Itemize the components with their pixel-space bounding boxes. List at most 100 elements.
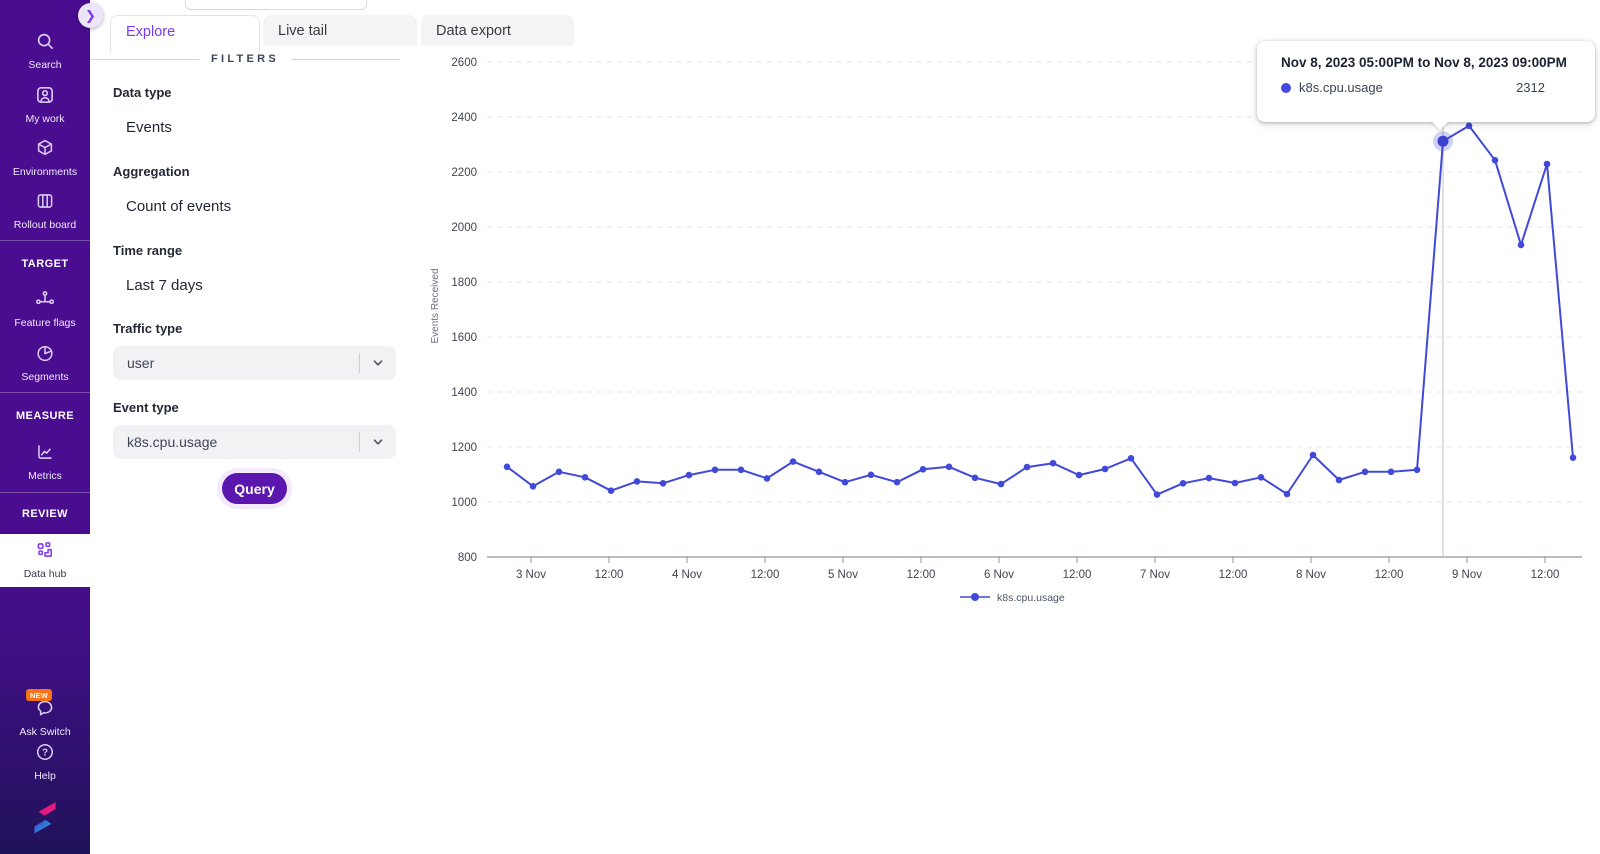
chevron-right-icon: ❯ (85, 8, 96, 23)
data-point[interactable] (1569, 454, 1577, 462)
sidebar-divider (0, 392, 90, 393)
data-point[interactable] (529, 483, 537, 490)
hovered-data-point[interactable] (1437, 135, 1449, 147)
data-point[interactable] (1153, 491, 1161, 498)
tab-explore[interactable]: Explore (110, 15, 260, 53)
data-point[interactable] (1127, 455, 1135, 462)
series-dot-icon (1281, 82, 1291, 93)
data-point[interactable] (1491, 156, 1499, 164)
segments-icon (34, 342, 56, 364)
data-point[interactable] (1465, 122, 1473, 130)
sidebar-item-rollout-board[interactable]: Rollout board (0, 190, 90, 233)
legend-label: k8s.cpu.usage (997, 592, 1065, 604)
sidebar-item-metrics[interactable]: Metrics (0, 441, 90, 484)
sidebar-item-segments[interactable]: Segments (0, 342, 90, 385)
divider-line (90, 58, 199, 60)
data-point[interactable] (919, 466, 927, 473)
data-point[interactable] (763, 475, 771, 482)
data-point[interactable] (1309, 451, 1317, 459)
data-point[interactable] (633, 478, 641, 485)
data-point[interactable] (1413, 466, 1421, 474)
data-point[interactable] (1101, 465, 1109, 473)
tab-data-export[interactable]: Data export (421, 15, 574, 46)
traffic-type-select[interactable]: user (113, 346, 396, 380)
data-point[interactable] (1231, 479, 1239, 487)
sidebar-section-review: REVIEW (21, 508, 69, 520)
sidebar-item-label: Metrics (28, 470, 62, 482)
series-line (506, 124, 1574, 496)
tab-live-tail[interactable]: Live tail (263, 15, 417, 46)
data-point[interactable] (867, 471, 875, 479)
data-point[interactable] (789, 458, 797, 465)
data-type-value: Events (126, 119, 172, 136)
data-point[interactable] (997, 480, 1005, 488)
sidebar-item-ask-switch[interactable]: NEW Ask Switch (0, 689, 90, 740)
ask-switch-chat-icon (34, 697, 56, 719)
query-button[interactable]: Query (222, 473, 287, 504)
x-tick-label: 12:00 (1219, 569, 1248, 581)
legend-dot-icon (971, 593, 979, 601)
data-point[interactable] (945, 463, 953, 471)
data-point[interactable] (1361, 468, 1369, 476)
chevron-down-icon (360, 356, 396, 370)
x-tick-label: 12:00 (1375, 569, 1404, 581)
sidebar-item-feature-flags[interactable]: Feature flags (0, 288, 90, 331)
sidebar-divider (0, 492, 90, 493)
data-point[interactable] (555, 468, 563, 476)
sidebar-item-label: Feature flags (14, 317, 76, 329)
data-point[interactable] (1517, 241, 1525, 249)
data-point[interactable] (1387, 468, 1395, 476)
data-point[interactable] (841, 478, 849, 486)
data-point[interactable] (711, 466, 719, 474)
data-point[interactable] (1023, 463, 1031, 471)
data-point[interactable] (1075, 471, 1083, 479)
x-tick-label: 12:00 (751, 569, 780, 581)
data-point[interactable] (815, 468, 823, 476)
tab-label: Explore (126, 24, 176, 40)
y-tick-label: 800 (458, 552, 477, 564)
tooltip-notch (1431, 121, 1449, 130)
data-point[interactable] (737, 466, 745, 474)
legend: k8s.cpu.usage (960, 592, 1065, 604)
data-point[interactable] (893, 478, 901, 486)
my-work-icon (34, 84, 56, 106)
top-partial-input[interactable] (185, 0, 367, 10)
data-point[interactable] (581, 474, 589, 481)
svg-text:?: ? (42, 748, 48, 759)
rollout-board-icon (34, 190, 56, 212)
sidebar-item-label: Data hub (23, 568, 67, 580)
x-tick-label: 5 Nov (828, 569, 858, 581)
data-point[interactable] (659, 480, 667, 487)
data-point[interactable] (1179, 480, 1187, 487)
y-axis-title: Events Received (430, 268, 441, 343)
data-point[interactable] (685, 471, 693, 479)
data-point[interactable] (971, 474, 979, 482)
x-tick-label: 4 Nov (672, 569, 702, 581)
data-point[interactable] (1257, 474, 1265, 481)
data-point[interactable] (1205, 474, 1213, 482)
sidebar-item-my-work[interactable]: My work (0, 84, 90, 127)
event-type-select[interactable]: k8s.cpu.usage (113, 425, 396, 459)
sidebar-divider (0, 584, 90, 585)
sidebar-expand-button[interactable]: ❯ (78, 3, 103, 28)
data-point[interactable] (607, 487, 615, 495)
sidebar-item-label: Search (28, 59, 62, 71)
event-type-label: Event type (113, 400, 179, 415)
chevron-down-icon (360, 435, 396, 449)
sidebar-item-data-hub[interactable]: Data hub (0, 534, 90, 587)
time-range-label: Time range (113, 243, 183, 258)
sidebar-item-help[interactable]: ? Help (0, 741, 90, 784)
filters-header: FILTERS (90, 53, 400, 65)
sidebar-divider (0, 240, 90, 241)
data-point[interactable] (1283, 490, 1291, 498)
data-point[interactable] (1049, 459, 1057, 467)
data-point[interactable] (503, 463, 511, 471)
data-point[interactable] (1543, 160, 1551, 168)
tab-label: Live tail (278, 23, 328, 39)
data-point[interactable] (1335, 476, 1343, 484)
tooltip-series-row: k8s.cpu.usage 2312 (1281, 80, 1595, 95)
x-tick-label: 7 Nov (1140, 569, 1170, 581)
sidebar-item-search[interactable]: Search (0, 30, 90, 73)
sidebar-item-environments[interactable]: Environments (0, 137, 90, 180)
sidebar-item-label: Rollout board (13, 219, 77, 231)
